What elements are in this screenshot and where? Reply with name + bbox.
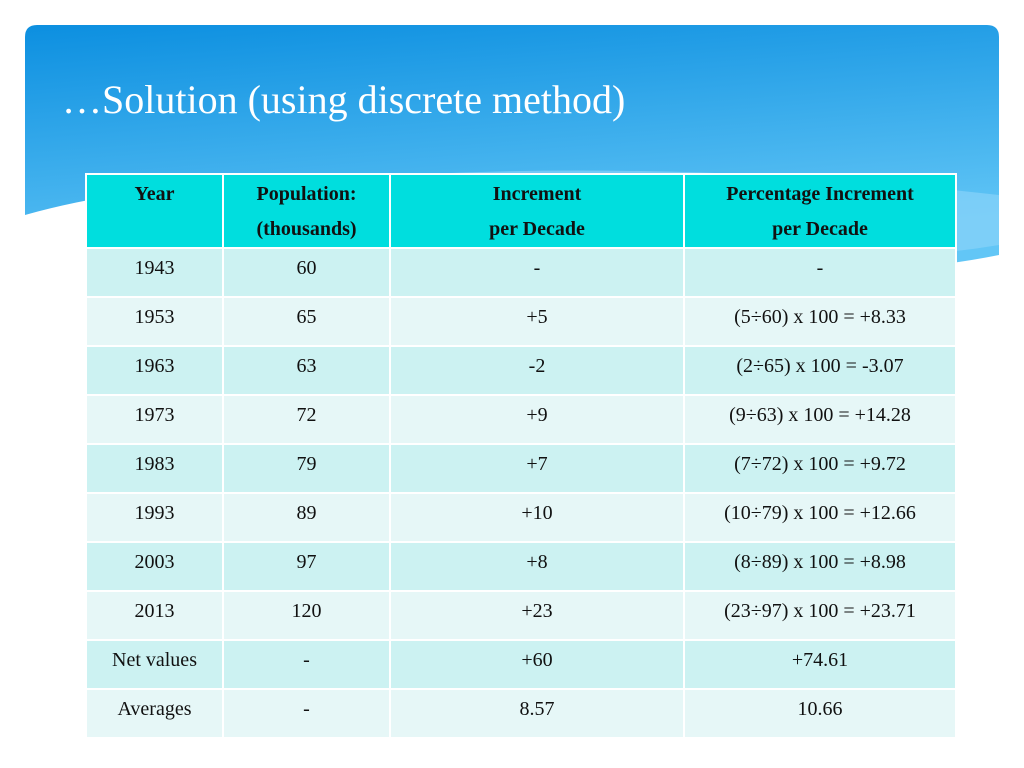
table-cell: 1973 — [85, 394, 224, 445]
table-cell: +7 — [389, 443, 685, 494]
table-cell: (10÷79) x 100 = +12.66 — [683, 492, 957, 543]
table-cell: -2 — [389, 345, 685, 396]
column-header: Population: (thousands) — [222, 173, 391, 249]
table-row: 1963 63 -2 (2÷65) x 100 = -3.07 — [85, 345, 957, 396]
header-line: per Decade — [772, 218, 868, 240]
table-cell: 1953 — [85, 296, 224, 347]
table-cell: +23 — [389, 590, 685, 641]
table-cell: 120 — [222, 590, 391, 641]
table-cell: - — [222, 688, 391, 739]
table-cell: 8.57 — [389, 688, 685, 739]
table-cell: 2013 — [85, 590, 224, 641]
header-line: Increment — [492, 183, 582, 205]
table-cell: (9÷63) x 100 = +14.28 — [683, 394, 957, 445]
column-header: Increment per Decade — [389, 173, 685, 249]
table-cell: +9 — [389, 394, 685, 445]
table-cell: 60 — [222, 247, 391, 298]
header-line: per Decade — [489, 218, 585, 240]
table-row: 2013 120 +23 (23÷97) x 100 = +23.71 — [85, 590, 957, 641]
title: …Solution (using discrete method) — [62, 77, 626, 122]
table-row: 1943 60- - — [85, 247, 957, 298]
table-cell: 79 — [222, 443, 391, 494]
table-row: Net values - +60 +74.61 — [85, 639, 957, 690]
table-cell: (5÷60) x 100 = +8.33 — [683, 296, 957, 347]
table-row: 1973 72 +9 (9÷63) x 100 = +14.28 — [85, 394, 957, 445]
header-line: (thousands) — [256, 218, 357, 240]
table-cell: 1963 — [85, 345, 224, 396]
table-cell: +74.61 — [683, 639, 957, 690]
table-row: 1953 65 +5 (5÷60) x 100 = +8.33 — [85, 296, 957, 347]
table-row: 1993 89 +10 (10÷79) x 100 = +12.66 — [85, 492, 957, 543]
table-row: 2003 97 +8 (8÷89) x 100 = +8.98 — [85, 541, 957, 592]
column-header: Year — [85, 173, 224, 249]
table-cell: (8÷89) x 100 = +8.98 — [683, 541, 957, 592]
table-cell: 2003 — [85, 541, 224, 592]
table-row: 1983 79 +7 (7÷72) x 100 = +9.72 — [85, 443, 957, 494]
table-cell: (2÷65) x 100 = -3.07 — [683, 345, 957, 396]
column-header: Percentage Increment per Decade — [683, 173, 957, 249]
table-cell: 72 — [222, 394, 391, 445]
table-row: Averages -8.57 10.66 — [85, 688, 957, 739]
table-cell: - — [683, 247, 957, 298]
table-cell: +5 — [389, 296, 685, 347]
table-cell: (23÷97) x 100 = +23.71 — [683, 590, 957, 641]
header-row: Year Population: (thousands) Increment per D… — [85, 173, 957, 249]
table-cell: +10 — [389, 492, 685, 543]
data-table: Year Population: (thousands) Increment per D… — [85, 173, 957, 739]
table-cell: (7÷72) x 100 = +9.72 — [683, 443, 957, 494]
table-cell: 89 — [222, 492, 391, 543]
table-cell: 97 — [222, 541, 391, 592]
table-cell: 1993 — [85, 492, 224, 543]
table-cell: 63 — [222, 345, 391, 396]
header-line: Year — [134, 183, 175, 205]
table-cell: Net values — [85, 639, 224, 690]
table-cell: Averages — [85, 688, 224, 739]
table-cell: +8 — [389, 541, 685, 592]
table-cell: +60 — [389, 639, 685, 690]
table-cell: - — [389, 247, 685, 298]
table-cell: 65 — [222, 296, 391, 347]
header-line: Percentage Increment — [726, 183, 914, 205]
table-cell: 1943 — [85, 247, 224, 298]
header-line: Population: — [256, 183, 357, 205]
table-cell: - — [222, 639, 391, 690]
table-cell: 1983 — [85, 443, 224, 494]
table-cell: 10.66 — [683, 688, 957, 739]
